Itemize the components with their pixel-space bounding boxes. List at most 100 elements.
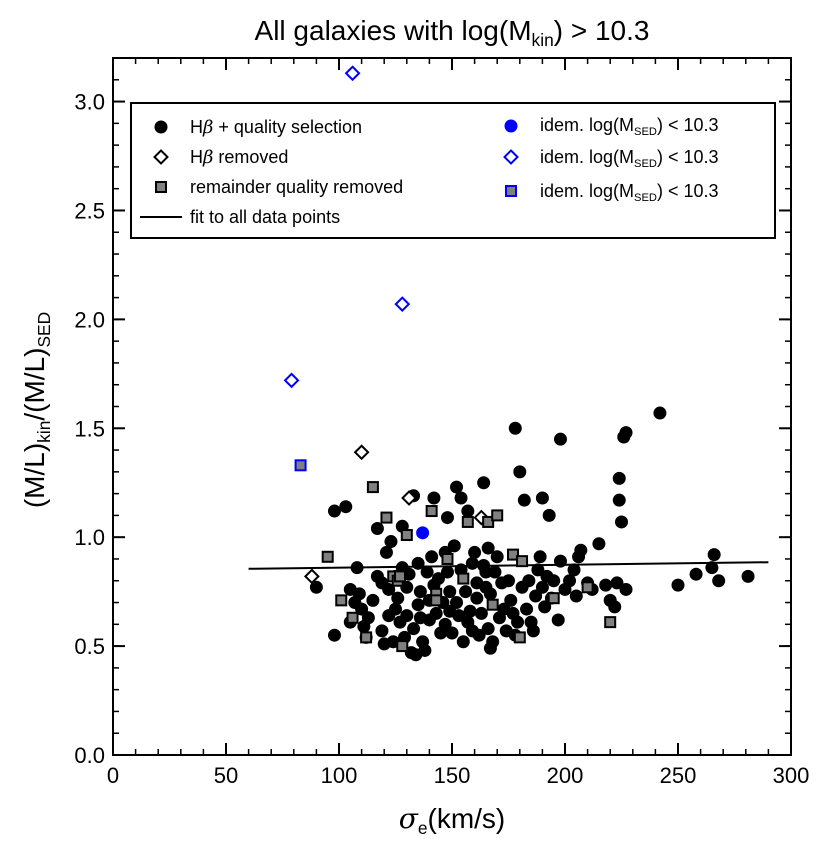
data-point-series-0	[411, 598, 425, 612]
data-point-series-0	[542, 508, 556, 522]
data-point-series-0	[461, 504, 475, 518]
data-point-series-0	[612, 471, 626, 485]
data-point-series-0	[413, 585, 427, 599]
data-point-series-2	[400, 529, 413, 542]
data-point-series-2	[430, 594, 443, 607]
data-point-series-4	[344, 65, 361, 82]
data-point-series-0	[456, 635, 470, 649]
data-point-series-2	[516, 555, 529, 568]
data-point-series-0	[440, 511, 454, 525]
legend-hb-removed-pre: H	[190, 147, 203, 167]
data-point-series-0	[531, 563, 545, 577]
data-point-series-0	[379, 545, 393, 559]
data-point-series-0	[309, 580, 323, 594]
data-point-series-0	[443, 585, 457, 599]
data-point-series-0	[391, 591, 405, 605]
legend-label-hb-removed: Hβ removed	[190, 147, 288, 168]
data-point-series-0	[431, 572, 445, 586]
data-point-series-0	[653, 406, 667, 420]
data-point-series-2	[581, 581, 594, 594]
data-point-series-0	[470, 591, 484, 605]
data-point-series-0	[355, 602, 369, 616]
data-point-series-0	[567, 563, 581, 577]
data-point-series-0	[440, 565, 454, 579]
data-point-series-0	[553, 554, 567, 568]
data-point-series-5	[294, 459, 307, 472]
legend-idem2-sub: SED	[634, 158, 657, 170]
x-axis-label-sub: e	[418, 818, 428, 838]
legend-marker-hb_removed	[153, 149, 169, 165]
data-point-series-0	[486, 635, 500, 649]
data-point-series-0	[526, 624, 540, 638]
data-point-series-0	[420, 565, 434, 579]
legend-idem3-sub: SED	[634, 192, 657, 204]
legend-idem1-post: ) < 10.3	[657, 115, 719, 135]
legend-idem1-pre: idem. log(M	[540, 115, 634, 135]
data-point-series-0	[418, 643, 432, 657]
data-point-series-0	[547, 574, 561, 588]
y-axis-label: (M/L)kin/(M/L)SED	[19, 312, 54, 508]
data-point-series-0	[370, 521, 384, 535]
data-point-series-0	[481, 622, 495, 636]
data-point-series-0	[463, 604, 477, 618]
data-point-series-0	[513, 465, 527, 479]
data-point-series-1	[303, 568, 320, 585]
data-point-series-2	[491, 509, 504, 522]
data-point-series-0	[599, 578, 613, 592]
data-point-series-0	[438, 617, 452, 631]
legend-label-idem-square: idem. log(MSED) < 10.3	[540, 181, 719, 204]
plot-frame	[112, 57, 792, 756]
legend-idem2-post: ) < 10.3	[657, 147, 719, 167]
data-point-series-0	[389, 602, 402, 616]
data-point-series-0	[705, 561, 719, 575]
x-axis-label-rest: (km/s)	[428, 803, 506, 834]
data-point-series-2	[360, 631, 373, 644]
legend-idem3-pre: idem. log(M	[540, 181, 634, 201]
x-axis-label: σe(km/s)	[399, 802, 506, 838]
data-point-series-0	[569, 589, 583, 603]
legend-label-remainder: remainder quality removed	[190, 177, 403, 197]
data-point-series-0	[504, 593, 518, 607]
data-point-series-0	[327, 628, 341, 642]
data-point-series-0	[529, 589, 543, 603]
data-point-series-0	[502, 574, 515, 588]
data-point-series-0	[610, 576, 624, 590]
data-point-series-0	[366, 593, 380, 607]
data-point-series-2	[482, 515, 495, 528]
data-point-series-0	[400, 580, 414, 594]
data-point-series-0	[350, 561, 364, 575]
legend-marker-hb_quality	[154, 120, 168, 134]
data-point-series-0	[407, 622, 421, 636]
y-tick-label: 1.0	[74, 525, 105, 550]
legend: Hβ + quality selection Hβ removed remain…	[130, 102, 776, 239]
data-point-series-0	[592, 537, 606, 551]
legend-hb-removed-post: removed	[213, 147, 288, 167]
legend-label-hb-quality: Hβ + quality selection	[190, 117, 362, 138]
legend-hb-quality-pre: H	[190, 117, 203, 137]
x-tick-label: 100	[321, 763, 358, 788]
legend-hb-quality-post: + quality selection	[213, 117, 362, 137]
x-tick-label: 300	[773, 763, 810, 788]
data-point-series-0	[429, 606, 443, 620]
data-point-series-0	[481, 541, 495, 555]
data-point-series-0	[535, 580, 549, 594]
data-point-series-0	[508, 421, 522, 435]
data-point-series-2	[547, 592, 560, 605]
data-point-series-0	[477, 476, 491, 490]
data-point-series-0	[671, 578, 685, 592]
data-point-series-1	[401, 490, 417, 506]
chart-title-suffix: ) > 10.3	[554, 15, 650, 46]
y-tick-label: 0.5	[74, 634, 105, 659]
chart-title-prefix: All galaxies with log(M	[255, 15, 532, 46]
chart-title: All galaxies with log(Mkin) > 10.3	[255, 15, 650, 50]
data-point-series-0	[411, 556, 425, 570]
x-tick-label: 50	[214, 763, 238, 788]
chart-title-sub: kin	[532, 30, 554, 50]
legend-marker-idem2	[503, 149, 519, 165]
data-point-series-2	[380, 511, 393, 524]
data-point-series-0	[352, 587, 366, 601]
data-point-series-0	[447, 539, 461, 553]
x-tick-label: 250	[660, 763, 697, 788]
data-point-series-0	[339, 500, 353, 514]
data-point-series-0	[483, 587, 497, 601]
